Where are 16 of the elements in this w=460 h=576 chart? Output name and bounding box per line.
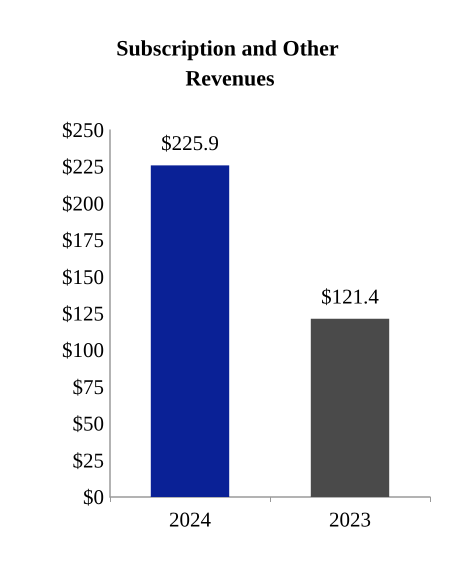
y-tick-label: $200 [62,191,104,216]
x-tick-label: 2023 [329,508,371,532]
y-tick-label: $175 [62,228,104,252]
y-tick-label: $250 [62,118,104,142]
y-tick-label: $150 [62,264,104,289]
data-label: $121.4 [321,284,380,308]
data-label: $225.9 [161,130,219,155]
y-tick-label: $225 [62,154,104,179]
y-tick-label: $75 [72,374,104,399]
y-tick-label: $0 [83,485,104,509]
y-tick-label: $25 [72,448,104,472]
x-tick-label: 2024 [169,508,212,532]
y-tick-label: $125 [62,302,104,326]
y-tick-label: $50 [72,412,104,436]
y-tick-label: $100 [62,338,104,362]
chart-title: Subscription and Other Revenues [116,36,344,90]
